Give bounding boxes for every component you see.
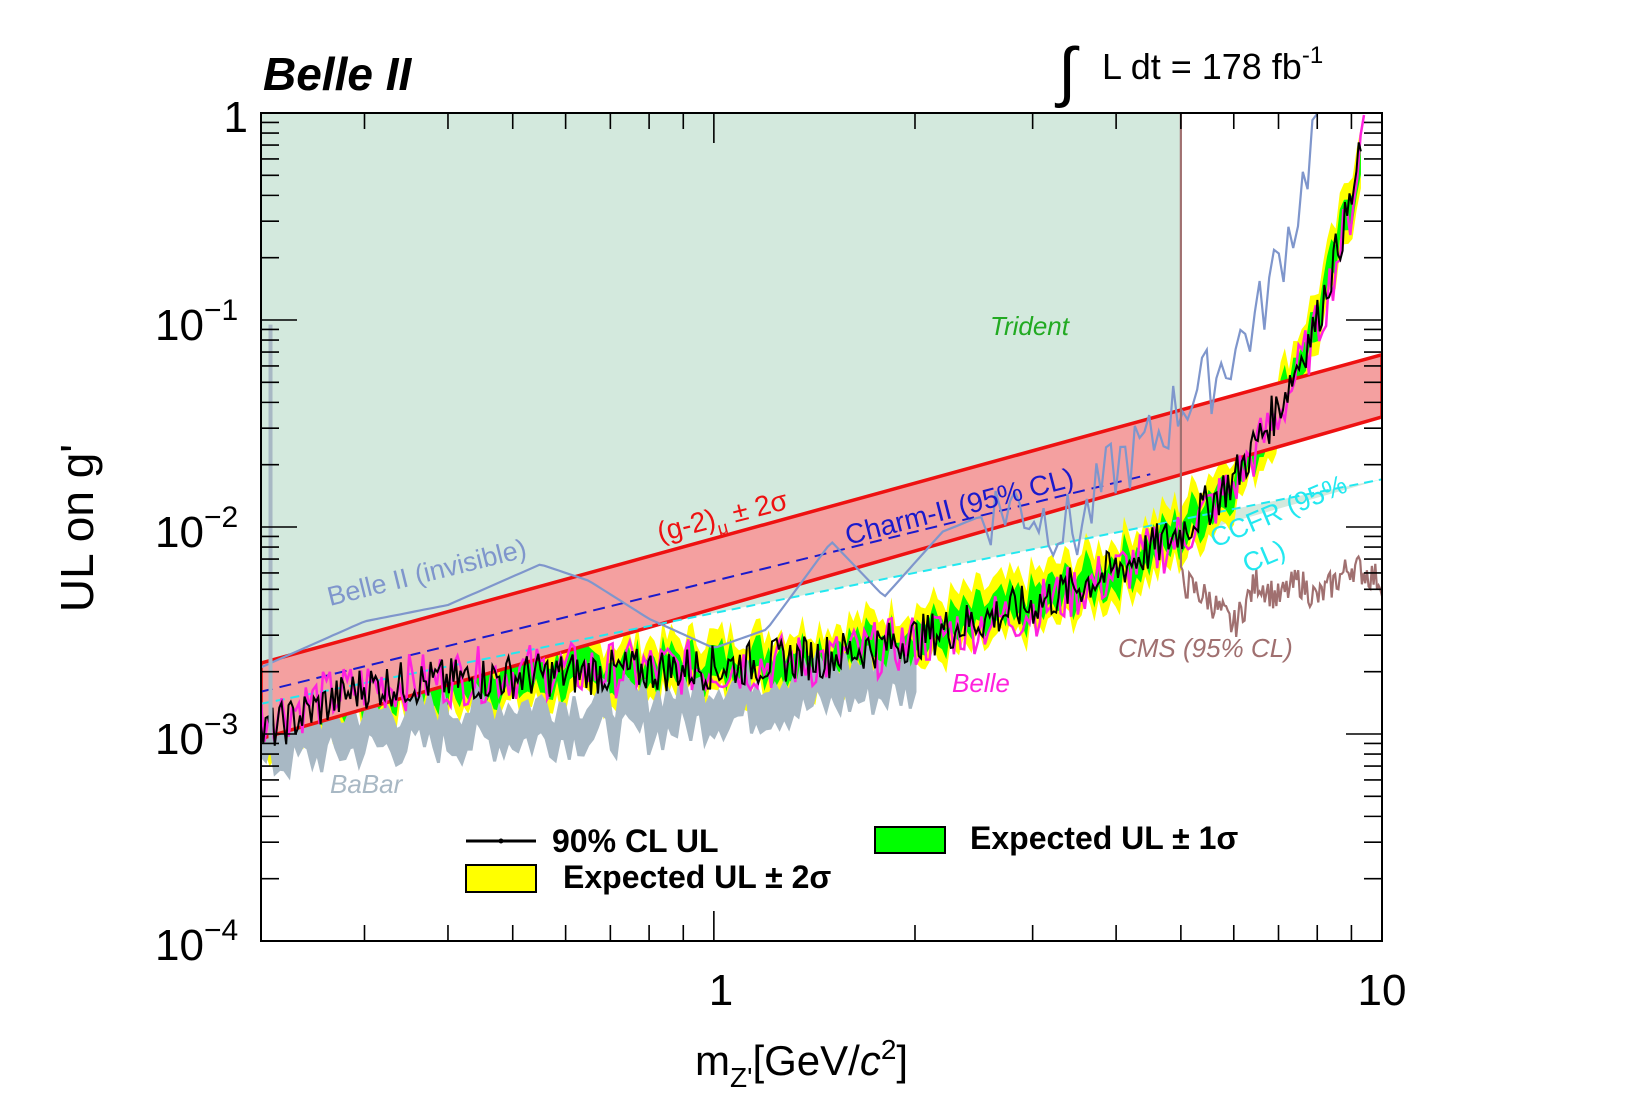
y-tick-label-1e-1: 10−1: [155, 294, 238, 350]
y-tick-1e-4-exp: −4: [204, 914, 238, 947]
y-tick-1e-3-base: 10: [155, 715, 204, 764]
legend-1sigma-swatch: [874, 826, 946, 854]
x-axis-title: mZ'[GeV/c2]: [695, 1034, 908, 1093]
legend: 90% CL UL Expected UL ± 1σ Expected UL ±…: [465, 820, 1238, 895]
belle-ii-invisible-curve: [261, 113, 1319, 669]
x-axis-title-main: m: [695, 1037, 730, 1084]
integral-sign: ∫: [1054, 34, 1080, 108]
y-tick-1e-2-exp: −2: [204, 501, 238, 534]
axis-ticks: [261, 112, 1383, 942]
observed-90cl-ul-curve: [261, 142, 1362, 746]
y-tick-label-1e-4: 10−4: [155, 914, 238, 970]
y-tick-label-1: 1: [224, 93, 248, 142]
x-tick-label-1: 1: [709, 966, 733, 1015]
y-tick-label-1e-3: 10−3: [155, 708, 238, 764]
belle-label: Belle: [952, 668, 1010, 698]
legend-1sigma-label: Expected UL ± 1σ: [970, 820, 1238, 856]
y-tick-label-1e-2: 10−2: [155, 501, 238, 557]
babar-label: BaBar: [330, 769, 404, 799]
g2-muon-band: [261, 352, 1382, 741]
y-tick-1-base: 1: [224, 93, 248, 142]
x-axis-title-close: ]: [896, 1037, 908, 1084]
y-tick-1e-1-exp: −1: [204, 294, 238, 327]
cms-limit-curve: [1179, 113, 1382, 638]
trident-label: Trident: [990, 311, 1071, 341]
y-tick-1e-1-base: 10: [155, 301, 204, 350]
g2-label-sub: μ: [715, 517, 730, 539]
luminosity-text: L dt = 178 fb: [1102, 46, 1302, 87]
x-axis-title-sup: 2: [881, 1034, 897, 1065]
luminosity-exponent: -1: [1302, 42, 1323, 69]
y-tick-1e-4-base: 10: [155, 921, 204, 970]
luminosity-label: L dt = 178 fb-1: [1102, 42, 1323, 87]
legend-2sigma-label: Expected UL ± 2σ: [563, 859, 831, 895]
legend-2sigma-swatch: [465, 864, 537, 893]
x-axis-title-rest: [GeV/: [752, 1037, 860, 1084]
x-axis-title-c: c: [860, 1037, 881, 1084]
cms-label: CMS (95% CL): [1118, 633, 1293, 663]
legend-observed-marker: [498, 838, 504, 844]
x-tick-label-10: 10: [1358, 966, 1407, 1015]
trident-excluded-region: [261, 113, 1382, 704]
y-tick-1e-2-base: 10: [155, 508, 204, 557]
x-axis-title-sub: Z': [730, 1062, 752, 1093]
y-axis-title: UL on g': [51, 444, 103, 612]
legend-observed-label: 90% CL UL: [552, 823, 719, 859]
y-tick-1e-3-exp: −3: [204, 708, 238, 741]
ccfr-limit-curve: [261, 478, 1382, 705]
experiment-title: Belle II: [263, 48, 413, 100]
